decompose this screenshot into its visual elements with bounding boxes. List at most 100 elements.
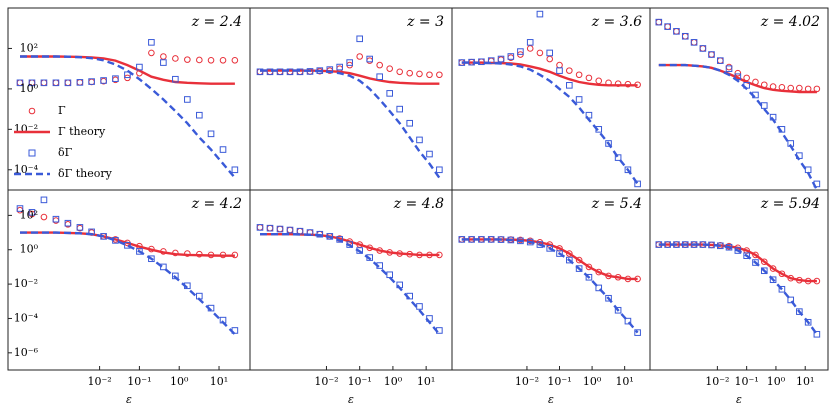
theory-line bbox=[20, 55, 236, 179]
marker bbox=[406, 69, 414, 77]
marker bbox=[376, 61, 383, 69]
panel-frame bbox=[7, 7, 251, 191]
marker bbox=[690, 39, 698, 46]
marker bbox=[664, 23, 671, 30]
marker bbox=[172, 75, 179, 83]
panel-title: z = 5.94 bbox=[760, 196, 820, 212]
marker bbox=[752, 259, 759, 266]
marker bbox=[624, 317, 632, 325]
marker bbox=[88, 78, 95, 85]
marker bbox=[266, 224, 274, 232]
x-tick-label: 10⁻² bbox=[314, 375, 338, 388]
panel bbox=[16, 196, 239, 336]
y-tick-label: 10⁻² bbox=[14, 277, 38, 290]
y-tick-label: 10⁰ bbox=[20, 243, 39, 256]
marker bbox=[28, 209, 36, 216]
marker bbox=[16, 205, 24, 212]
marker bbox=[655, 18, 663, 26]
x-tick-label: 10⁻¹ bbox=[348, 375, 372, 388]
marker bbox=[575, 256, 583, 264]
panel bbox=[256, 224, 443, 336]
theory-line bbox=[658, 63, 818, 190]
theory-line bbox=[20, 231, 235, 257]
panel-frame bbox=[451, 189, 651, 371]
theory-line bbox=[260, 69, 441, 179]
marker bbox=[184, 96, 191, 103]
marker bbox=[778, 270, 786, 278]
theory-line bbox=[461, 238, 639, 334]
x-tick-label: 10⁰ bbox=[384, 375, 403, 388]
marker bbox=[396, 105, 403, 113]
marker bbox=[497, 55, 505, 63]
legend-label: Γ theory bbox=[58, 125, 106, 138]
marker bbox=[76, 79, 84, 86]
marker bbox=[526, 39, 534, 46]
marker bbox=[595, 77, 603, 85]
marker bbox=[673, 28, 680, 35]
marker bbox=[219, 146, 227, 153]
marker bbox=[556, 61, 563, 69]
panel bbox=[655, 241, 821, 338]
x-tick-label: 10⁰ bbox=[583, 375, 602, 388]
theory-line bbox=[20, 55, 235, 85]
marker bbox=[769, 276, 777, 284]
marker bbox=[136, 63, 143, 71]
marker bbox=[614, 306, 622, 314]
marker bbox=[804, 318, 812, 326]
x-tick-label: 10¹ bbox=[210, 375, 228, 388]
x-tick-label: 10⁻² bbox=[87, 375, 111, 388]
marker bbox=[148, 255, 155, 263]
marker bbox=[575, 265, 583, 272]
y-tick-label: 10⁻⁴ bbox=[14, 311, 39, 324]
panel-title: z = 3 bbox=[406, 14, 444, 30]
x-axis-label: ε bbox=[348, 393, 354, 406]
panel bbox=[16, 39, 239, 179]
marker bbox=[416, 303, 423, 310]
marker bbox=[276, 225, 284, 233]
marker bbox=[256, 224, 264, 231]
marker bbox=[28, 79, 36, 87]
marker bbox=[196, 111, 203, 119]
marker bbox=[386, 271, 393, 279]
marker bbox=[804, 166, 812, 174]
marker bbox=[148, 49, 155, 57]
panel-title: z = 4.2 bbox=[191, 196, 242, 212]
y-tick-label: 10⁻² bbox=[14, 122, 38, 135]
marker bbox=[725, 63, 733, 71]
marker bbox=[734, 69, 742, 77]
y-tick-label: 10⁻⁶ bbox=[14, 346, 39, 359]
marker bbox=[219, 56, 227, 64]
marker bbox=[256, 224, 264, 231]
theory-line bbox=[20, 231, 236, 336]
marker bbox=[655, 18, 663, 26]
panel-frame bbox=[249, 7, 453, 191]
panel-frame bbox=[649, 7, 829, 191]
panel bbox=[458, 236, 641, 336]
theory-line bbox=[461, 61, 639, 185]
marker bbox=[366, 55, 373, 63]
marker bbox=[376, 73, 383, 81]
marker bbox=[112, 75, 119, 82]
x-axis-label: ε bbox=[548, 393, 554, 406]
marker bbox=[681, 32, 689, 40]
marker bbox=[634, 329, 641, 336]
x-tick-label: 10⁻¹ bbox=[735, 375, 759, 388]
x-tick-label: 10⁰ bbox=[170, 375, 189, 388]
marker bbox=[286, 226, 294, 234]
marker bbox=[136, 248, 143, 255]
marker bbox=[536, 10, 544, 18]
marker bbox=[426, 71, 433, 79]
marker bbox=[196, 56, 203, 64]
marker bbox=[52, 217, 60, 224]
marker bbox=[64, 79, 72, 87]
marker bbox=[708, 51, 715, 58]
marker bbox=[585, 273, 593, 281]
panel bbox=[256, 35, 443, 179]
x-axis-label: ε bbox=[736, 393, 742, 406]
marker bbox=[690, 39, 698, 46]
legend-label: δΓ bbox=[58, 146, 73, 159]
y-tick-label: 10² bbox=[20, 208, 38, 221]
x-tick-label: 10⁻¹ bbox=[547, 375, 571, 388]
